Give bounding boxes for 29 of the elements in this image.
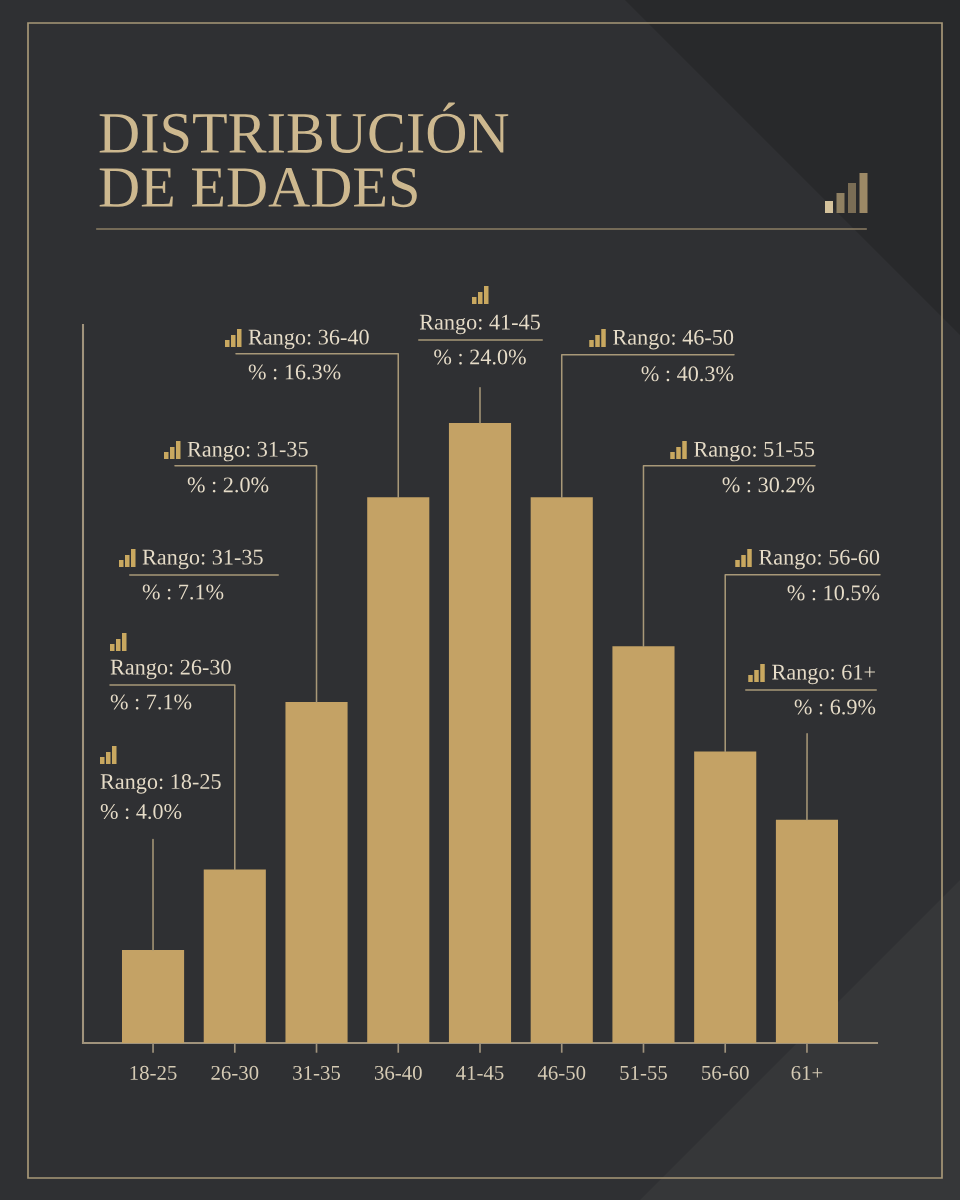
x-tick-label: 36-40 (374, 1065, 422, 1080)
bar (694, 751, 757, 1043)
bar (448, 422, 512, 1043)
x-tick-label: 31-35 (293, 1065, 341, 1080)
x-tick-label: 51-55 (620, 1065, 667, 1080)
annotation: Rango: 46-50 % : 40.3% (613, 329, 734, 382)
bar (775, 819, 839, 1043)
bar (203, 869, 266, 1043)
chart-title: DISTRIBUCIÓN DE EDADES (99, 102, 509, 208)
annotation: Rango: 31-35 % : 7.1% (142, 549, 263, 600)
annotation: Rango: 26-30 % : 7.1% (110, 659, 231, 710)
annotation: Rango: 61+ % : 6.9% (772, 664, 876, 715)
bar (530, 497, 593, 1043)
annotation: Rango: 51-55 % : 30.2% (694, 441, 815, 493)
x-tick-label: 46-50 (537, 1065, 586, 1080)
x-tick-label: 18-25 (130, 1065, 177, 1080)
bar (121, 949, 185, 1043)
annotation: Rango: 36-40 % : 16.3% (248, 329, 369, 380)
annotation: Rango: 41-45 % : 24.0% (419, 314, 540, 365)
bar (285, 701, 348, 1043)
x-tick-label: 61+ (791, 1065, 823, 1080)
x-tick-label: 26-30 (211, 1065, 259, 1080)
annotation: Rango: 18-25 % : 4.0% (100, 774, 221, 820)
x-tick-label: 56-60 (702, 1065, 749, 1080)
bar (612, 646, 675, 1043)
annotation: Rango: 56-60 % : 10.5% (759, 549, 880, 601)
x-tick-label: 41-45 (456, 1065, 504, 1080)
bar (367, 497, 430, 1043)
annotation: Rango: 31-35 % : 2.0% (187, 441, 308, 493)
